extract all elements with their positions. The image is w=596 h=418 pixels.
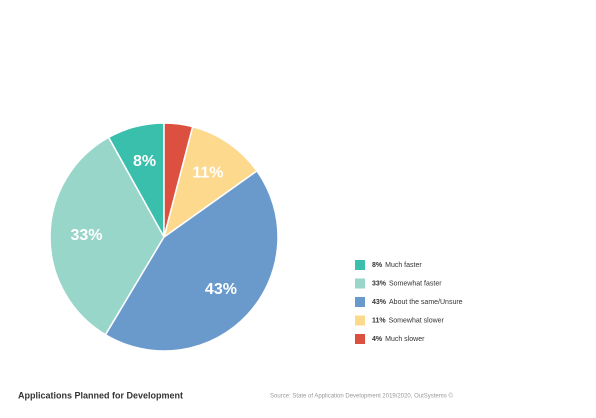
source-note: Source: State of Application Development…: [270, 393, 453, 400]
legend-value: 4%: [372, 336, 383, 343]
legend-label: Somewhat faster: [389, 280, 442, 287]
legend-text: 4% Much slower: [372, 336, 425, 343]
legend-text: 43% About the same/Unsure: [372, 299, 463, 306]
slice-label: 33%: [70, 227, 102, 244]
pie-slice: [104, 169, 279, 352]
slice-label: 43%: [205, 281, 237, 298]
legend-label: About the same/Unsure: [389, 299, 463, 306]
pie-slice: [49, 136, 165, 336]
legend-label: Much faster: [385, 262, 422, 269]
legend-value: 43%: [372, 299, 387, 306]
legend-swatch: [355, 260, 365, 270]
pie-slice: [163, 122, 194, 238]
legend-text: 11% Somewhat slower: [372, 317, 445, 324]
legend-label: Much slower: [385, 336, 425, 343]
legend-swatch: [355, 278, 365, 289]
slice-label: 11%: [192, 164, 223, 181]
legend-value: 11%: [372, 317, 386, 324]
legend-text: 33% Somewhat faster: [372, 280, 442, 287]
legend-swatch: [355, 297, 365, 307]
legend-text: 8% Much faster: [372, 262, 422, 269]
slice-label: 8%: [133, 153, 156, 170]
pie-slice: [162, 125, 258, 239]
legend-value: 33%: [372, 280, 387, 287]
legend-label: Somewhat slower: [389, 317, 445, 324]
chart-title: Applications Planned for Development: [18, 390, 183, 400]
legend-swatch: [355, 334, 365, 344]
legend-value: 8%: [372, 262, 383, 269]
legend-swatch: [355, 315, 365, 326]
